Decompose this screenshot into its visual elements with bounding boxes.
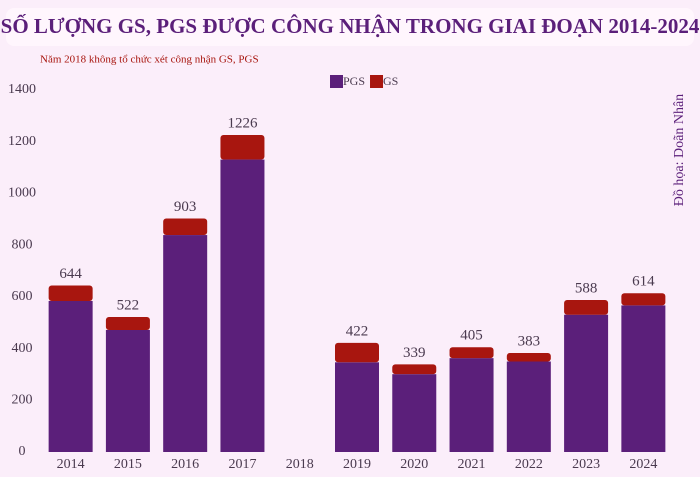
bar-segment	[163, 218, 208, 236]
x-tick-label: 2017	[228, 457, 256, 472]
y-tick-label: 800	[12, 237, 33, 252]
y-tick-label: 1200	[8, 134, 36, 149]
bar-segment	[449, 358, 494, 452]
y-tick-label: 200	[12, 393, 33, 408]
bar-segment	[506, 361, 551, 452]
bar-segment	[220, 134, 265, 160]
bar-segment	[449, 347, 494, 359]
total-label: 588	[575, 280, 598, 296]
total-label: 339	[403, 345, 426, 361]
x-tick-label: 2023	[572, 457, 600, 472]
legend-swatch	[330, 75, 343, 88]
legend-label: GS	[383, 74, 398, 88]
total-label: 522	[117, 297, 140, 313]
total-label: 614	[632, 274, 655, 290]
legend-swatch	[370, 75, 384, 88]
x-tick-label: 2024	[629, 457, 657, 472]
x-tick-label: 2016	[171, 457, 199, 472]
bar-segment	[48, 285, 93, 301]
bar-segment	[335, 362, 379, 452]
bar-segment	[392, 374, 437, 452]
bar-segment	[163, 235, 208, 452]
total-label: 644	[59, 266, 82, 282]
bar-segment	[621, 293, 666, 306]
title-box	[6, 8, 694, 46]
bar-segment	[105, 317, 150, 330]
bar-segment	[392, 364, 437, 375]
total-label: 903	[174, 199, 197, 215]
legend-label: PGS	[343, 74, 365, 88]
bar-segment	[621, 305, 666, 452]
bar-segment	[105, 329, 150, 452]
x-tick-label: 2022	[515, 457, 543, 472]
bar-segment	[564, 299, 609, 315]
subtitle: Năm 2018 không tổ chức xét công nhận GS,…	[40, 54, 259, 66]
bar-segment	[506, 352, 551, 362]
y-tick-label: 1400	[8, 82, 36, 97]
total-label: 422	[346, 323, 369, 339]
credit: Đồ họa: Doãn Nhân	[672, 94, 687, 206]
chart-title: SỐ LƯỢNG GS, PGS ĐƯỢC CÔNG NHẬN TRONG GI…	[1, 14, 700, 38]
x-tick-label: 2020	[400, 457, 428, 472]
x-tick-label: 2019	[343, 457, 371, 472]
y-tick-label: 1000	[8, 186, 36, 201]
total-label: 383	[518, 333, 541, 349]
x-tick-label: 2021	[458, 457, 486, 472]
y-tick-label: 600	[12, 289, 33, 304]
x-tick-label: 2018	[286, 457, 314, 472]
total-label: 1226	[227, 115, 258, 131]
bar-segment	[564, 314, 609, 452]
bar-segment	[48, 300, 93, 452]
y-tick-label: 400	[12, 341, 33, 356]
x-tick-label: 2014	[57, 457, 85, 472]
total-label: 405	[460, 328, 483, 344]
x-tick-label: 2015	[114, 457, 142, 472]
bar-segment	[220, 159, 265, 452]
bar-segment	[335, 342, 379, 363]
y-tick-label: 0	[19, 444, 26, 459]
